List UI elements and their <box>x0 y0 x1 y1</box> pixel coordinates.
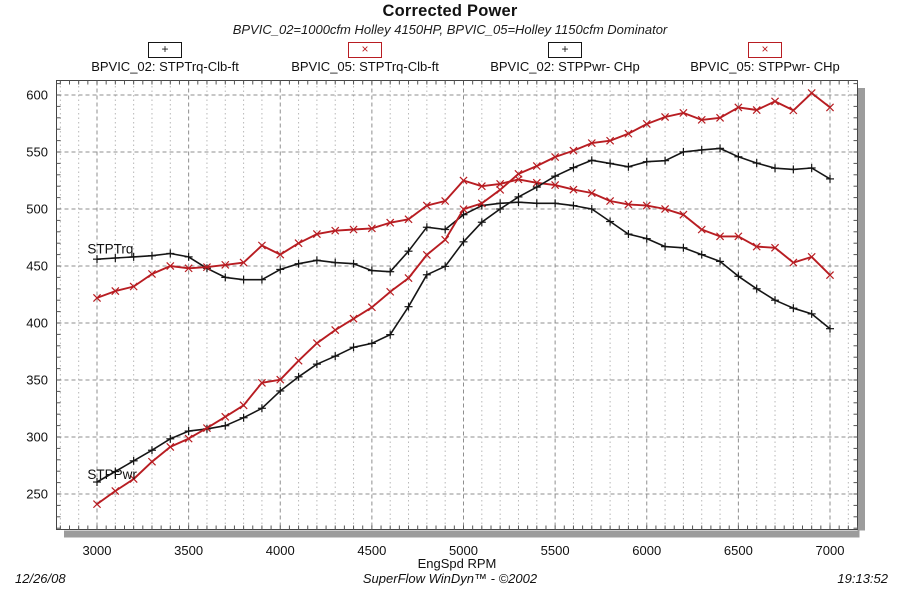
series-markers <box>92 175 835 302</box>
y-tick-label: 600 <box>26 88 48 103</box>
report-time: 19:13:52 <box>837 571 888 586</box>
legend-label: BPVIC_02: STPPwr- CHp <box>490 59 640 74</box>
legend-marker-glyph: × <box>361 42 369 56</box>
x-tick-label: 5000 <box>449 543 478 558</box>
axis-ticks <box>56 80 858 530</box>
x-tick-label: 4000 <box>266 543 295 558</box>
legend-item-bpvic05-power: × BPVIC_05: STPPwr- CHp <box>665 42 865 74</box>
legend-label: BPVIC_02: STPTrq-Clb-ft <box>91 59 239 74</box>
series-bpvic-02-stppwr-chp <box>93 144 834 487</box>
page-title: Corrected Power <box>382 2 518 20</box>
plus-marker-icon: + <box>548 42 582 58</box>
series-markers <box>93 144 834 487</box>
x-tick-label: 3500 <box>174 543 203 558</box>
y-tick-label: 400 <box>26 316 48 331</box>
software-credit: SuperFlow WinDyn™ - ©2002 <box>362 571 538 586</box>
legend-marker-glyph: + <box>561 42 569 56</box>
series-bpvic-05-stppwr-chp <box>92 89 835 509</box>
y-tick-label: 550 <box>26 145 48 160</box>
y-tick-label: 450 <box>26 259 48 274</box>
legend-item-bpvic05-torque: × BPVIC_05: STPTrq-Clb-ft <box>265 42 465 74</box>
series-markers <box>93 198 834 333</box>
chart-shadow <box>857 88 865 531</box>
x-tick-label: 6500 <box>724 543 753 558</box>
x-tick-label: 3000 <box>83 543 112 558</box>
report-date: 12/26/08 <box>15 571 66 586</box>
legend-item-bpvic02-torque: + BPVIC_02: STPTrq-Clb-ft <box>65 42 265 74</box>
y-tick-label: 250 <box>26 487 48 502</box>
curve-label-stppwr: STPPwr <box>87 467 137 482</box>
series-bpvic-02-stptrq-clb-ft <box>93 198 834 333</box>
series-markers <box>92 89 835 509</box>
y-tick-label: 500 <box>26 202 48 217</box>
plus-marker-icon: + <box>148 42 182 58</box>
chart-shadow <box>64 530 860 538</box>
legend-label: BPVIC_05: STPPwr- CHp <box>690 59 840 74</box>
plot-area <box>56 80 858 530</box>
y-tick-label: 300 <box>26 430 48 445</box>
x-tick-label: 6000 <box>632 543 661 558</box>
series-bpvic-05-stptrq-clb-ft <box>92 175 835 302</box>
x-tick-label: 7000 <box>816 543 845 558</box>
legend-item-bpvic02-power: + BPVIC_02: STPPwr- CHp <box>465 42 665 74</box>
cross-marker-icon: × <box>348 42 382 58</box>
x-tick-label: 4500 <box>357 543 386 558</box>
legend-label: BPVIC_05: STPTrq-Clb-ft <box>291 59 439 74</box>
legend-marker-glyph: + <box>161 42 169 56</box>
legend-marker-glyph: × <box>761 42 769 56</box>
x-axis-title: EngSpd RPM <box>418 556 497 571</box>
cross-marker-icon: × <box>748 42 782 58</box>
page-subtitle: BPVIC_02=1000cfm Holley 4150HP, BPVIC_05… <box>232 22 668 37</box>
x-tick-label: 5500 <box>541 543 570 558</box>
y-tick-label: 350 <box>26 373 48 388</box>
curve-label-stptrq: STPTrq <box>87 241 133 256</box>
